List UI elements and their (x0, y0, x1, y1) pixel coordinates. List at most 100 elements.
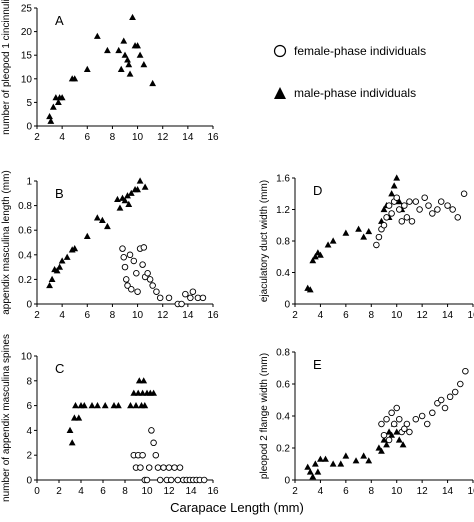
female-point (429, 210, 436, 217)
female-point (406, 428, 413, 436)
male-point (309, 257, 317, 264)
female-point (388, 409, 395, 417)
female-point (167, 476, 175, 484)
female-point (398, 218, 406, 225)
female-point (153, 288, 160, 295)
x-tick-label: 16 (207, 132, 219, 143)
female-point (403, 214, 411, 221)
female-point (390, 420, 398, 428)
x-tick-label: 12 (157, 310, 169, 321)
female-point (119, 245, 126, 252)
male-point (311, 460, 319, 467)
female-point (385, 436, 393, 444)
male-point (141, 183, 149, 190)
female-point (152, 451, 160, 459)
female-point (396, 206, 403, 213)
male-point (58, 94, 66, 101)
male-point (104, 222, 111, 230)
panel-letter: E (313, 357, 322, 372)
x-tick-label: 10 (141, 486, 153, 497)
x-tick-label: 16 (207, 486, 219, 497)
male-point (47, 117, 55, 124)
male-point (75, 414, 83, 421)
female-point (121, 263, 129, 271)
female-point (425, 202, 432, 209)
female-point (460, 190, 468, 197)
male-point (127, 402, 134, 409)
female-point (416, 206, 423, 213)
y-tick-label: 0.8 (276, 348, 290, 359)
panel-a: 2 4 6 8 10 12 14 16 0 5 10 15 20 25 number of pleopod … (1, 0, 219, 143)
legend-label-female: female-phase individuals (294, 44, 427, 58)
male-point (388, 431, 396, 438)
female-point (154, 464, 162, 471)
x-tick-label: 16 (207, 310, 219, 321)
y-tick-label: 10 (21, 74, 33, 85)
male-point (383, 441, 390, 448)
female-point (148, 427, 155, 434)
female-point (444, 202, 451, 209)
female-point (178, 300, 185, 308)
female-point (126, 251, 134, 259)
male-point (58, 257, 66, 264)
x-tick-label: 16 (467, 486, 474, 497)
male-point (125, 200, 133, 207)
y-tick-label: 2 (26, 451, 32, 462)
female-point (437, 396, 445, 404)
female-point (412, 415, 420, 423)
y-tick-label: 20 (21, 27, 33, 38)
male-point (139, 389, 146, 396)
male-point (121, 197, 129, 204)
female-point (176, 464, 184, 471)
y-axis-title: number of pleopod 1 cincinnuli (1, 0, 12, 135)
panel-b: 2 4 6 8 10 12 14 16 0 0.2 0.4 0.6 0.8 1 appendix mascu… (1, 170, 219, 321)
male-point (393, 428, 401, 435)
female-point (385, 202, 393, 209)
open-circle-icon (273, 44, 287, 58)
male-point (54, 98, 62, 105)
female-point (457, 380, 464, 388)
y-tick-label: 0.6 (276, 380, 290, 391)
y-tick-label: 0 (26, 122, 32, 133)
male-point (360, 452, 368, 459)
female-point (133, 270, 140, 277)
male-point (378, 447, 385, 454)
female-point (156, 294, 164, 302)
male-point (114, 195, 121, 203)
x-tick-label: 10 (391, 486, 403, 497)
female-point (401, 202, 408, 209)
female-point (380, 431, 388, 439)
x-tick-label: 2 (292, 310, 298, 321)
male-point (306, 286, 314, 293)
x-tick-label: 8 (110, 310, 116, 321)
female-point (393, 194, 400, 201)
male-point (121, 51, 129, 58)
female-point (383, 214, 390, 221)
female-point (375, 233, 383, 241)
male-point (141, 402, 149, 409)
x-tick-label: 8 (369, 310, 375, 321)
y-tick-label: 1.6 (276, 174, 290, 185)
x-tick-label: 6 (85, 132, 91, 143)
y-tick-label: 0.6 (18, 226, 32, 237)
male-point (88, 402, 96, 409)
female-point (396, 415, 403, 423)
male-point (385, 428, 393, 435)
male-point (104, 46, 111, 54)
y-tick-label: 0.2 (276, 444, 290, 455)
female-point (174, 476, 182, 484)
y-tick-label: 0.8 (276, 237, 290, 248)
male-point (46, 112, 53, 120)
legend-label-male: male-phase individuals (294, 86, 417, 100)
female-point (454, 214, 461, 221)
x-tick-label: 14 (182, 310, 194, 321)
male-point (365, 457, 373, 464)
x-tick-label: 6 (343, 310, 349, 321)
male-point (124, 56, 131, 63)
male-point (68, 439, 76, 446)
male-point (309, 473, 317, 480)
x-tick-label: 2 (34, 310, 40, 321)
male-point (130, 389, 138, 396)
female-point (156, 476, 164, 484)
female-point (406, 198, 413, 205)
